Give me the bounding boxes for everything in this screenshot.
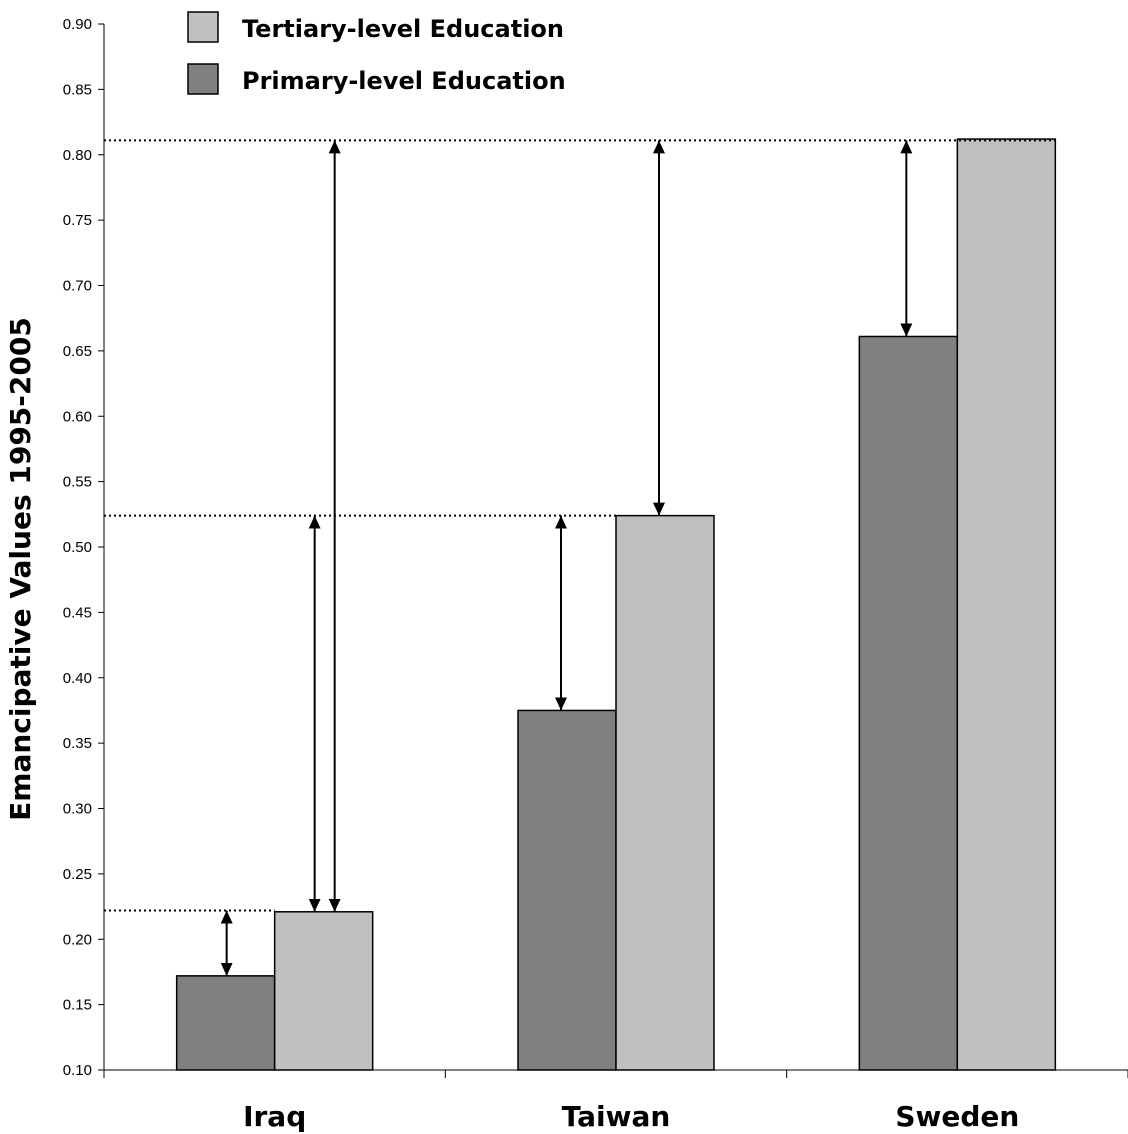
y-tick-label: 0.10 xyxy=(63,1062,92,1079)
y-tick-label: 0.30 xyxy=(63,801,92,818)
y-tick-label: 0.80 xyxy=(63,147,92,164)
y-tick-label: 0.35 xyxy=(63,735,92,752)
category-label: Iraq xyxy=(243,1100,306,1133)
y-tick-label: 0.70 xyxy=(63,278,92,295)
category-label: Taiwan xyxy=(562,1100,671,1133)
y-tick-label: 0.85 xyxy=(63,81,92,98)
y-tick-label: 0.75 xyxy=(63,212,92,229)
y-tick-label: 0.40 xyxy=(63,670,92,687)
legend-swatch xyxy=(187,63,219,95)
legend-label: Primary-level Education xyxy=(242,67,566,95)
y-tick-label: 0.20 xyxy=(63,931,92,948)
bar-tertiary-level-taiwan xyxy=(615,514,715,1071)
bar-tertiary-level-iraq xyxy=(273,911,374,1071)
y-tick-label: 0.60 xyxy=(63,408,92,425)
y-tick-label: 0.25 xyxy=(63,866,92,883)
y-tick-label: 0.50 xyxy=(63,539,92,556)
legend-label: Tertiary-level Education xyxy=(242,15,564,43)
y-tick-label: 0.90 xyxy=(63,16,92,33)
bar-primary-level-iraq xyxy=(175,975,276,1071)
category-label: Sweden xyxy=(895,1100,1019,1133)
y-tick-label: 0.15 xyxy=(63,997,92,1014)
y-tick-label: 0.45 xyxy=(63,604,92,621)
legend-swatch xyxy=(187,11,219,43)
bar-primary-level-taiwan xyxy=(517,709,617,1071)
bar-primary-level-sweden xyxy=(858,335,959,1071)
bar-tertiary-level-sweden xyxy=(956,138,1057,1071)
y-tick-label: 0.55 xyxy=(63,474,92,491)
y-tick-label: 0.65 xyxy=(63,343,92,360)
y-axis-title: Emancipative Values 1995-2005 xyxy=(4,317,37,821)
